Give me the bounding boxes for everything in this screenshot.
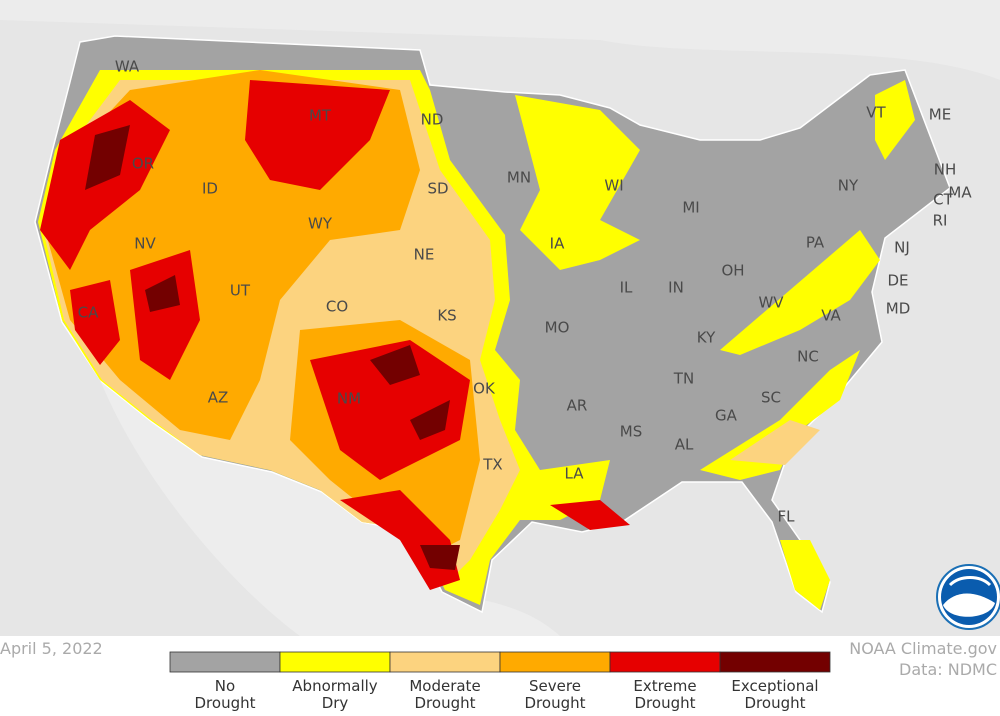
state-label: TN: [673, 370, 694, 388]
state-label: MN: [507, 169, 531, 187]
exceptional-or: [85, 125, 130, 190]
moderate-drought-southeast: [730, 420, 820, 465]
state-label: VA: [821, 307, 841, 325]
state-label: WA: [115, 58, 140, 76]
state-label: KS: [437, 307, 456, 325]
state-label: TX: [482, 456, 502, 474]
extreme-or-ca: [40, 100, 170, 270]
state-label: ND: [421, 111, 444, 129]
abnormally-dry-ne: [875, 80, 915, 160]
legend-swatch: [389, 651, 501, 673]
legend-label: Drought: [745, 694, 806, 712]
state-label: AL: [675, 436, 694, 454]
state-label: MI: [682, 199, 699, 217]
state-label: NV: [134, 235, 156, 253]
state-label: RI: [933, 212, 948, 230]
legend-label: Moderate: [409, 677, 480, 695]
state-label: MA: [948, 184, 972, 202]
state-label: WV: [758, 294, 784, 312]
state-label: FL: [778, 508, 796, 526]
state-label: SD: [427, 180, 448, 198]
state-label: DE: [887, 272, 908, 290]
state-label: WI: [604, 177, 623, 195]
state-label: CA: [78, 304, 99, 322]
legend-label: Drought: [635, 694, 696, 712]
credit-source: NOAA Climate.gov: [849, 639, 997, 658]
abnormally-dry-southeast: [700, 350, 860, 480]
canada: [0, 0, 1000, 80]
state-label: IA: [550, 235, 565, 253]
state-label: MO: [545, 319, 570, 337]
extreme-ca: [70, 280, 120, 365]
noaa-logo: [936, 564, 1000, 630]
date: April 5, 2022: [0, 639, 103, 658]
state-label: SC: [761, 389, 781, 407]
us-map: [34, 35, 951, 614]
state-label: ME: [929, 106, 951, 124]
exceptional-tx-south: [420, 545, 460, 570]
state-label: MT: [309, 107, 332, 125]
state-label: NC: [797, 348, 819, 366]
state-label: IN: [668, 279, 684, 297]
state-label: ID: [202, 180, 218, 198]
legend-label: Severe: [529, 677, 581, 695]
state-label: MS: [620, 423, 642, 441]
state-label: NE: [414, 246, 435, 264]
state-label: IL: [620, 279, 633, 297]
legend-swatch: [719, 651, 831, 673]
state-label: VT: [866, 104, 886, 122]
legend-label: Dry: [322, 694, 349, 712]
legend-label: Drought: [525, 694, 586, 712]
state-label: NH: [934, 161, 957, 179]
state-label: OH: [721, 262, 744, 280]
state-label: CO: [326, 298, 348, 316]
legend-swatch: [609, 651, 721, 673]
state-label: PA: [806, 234, 825, 252]
state-label: OR: [132, 155, 154, 173]
extreme-nv: [130, 250, 200, 380]
abnormally-dry-midwest: [515, 95, 640, 270]
legend-label: Extreme: [633, 677, 696, 695]
state-labels: WA OR CA NV ID MT WY UT AZ CO NM ND SD NE KS OK TX MN IA MO…: [78, 58, 973, 526]
state-label: LA: [565, 465, 585, 483]
state-label: CT: [933, 191, 953, 209]
state-label: KY: [697, 329, 716, 347]
legend-label: No: [215, 677, 235, 695]
extreme-mt: [245, 80, 390, 190]
legend-swatch: [499, 651, 611, 673]
exceptional-tx: [410, 400, 450, 440]
legend-label: Drought: [415, 694, 476, 712]
state-label: GA: [715, 407, 738, 425]
state-label: AR: [567, 397, 588, 415]
legend-swatch: [169, 651, 281, 673]
abnormally-dry-fl: [780, 540, 830, 610]
state-label: NM: [337, 390, 361, 408]
state-label: OK: [473, 380, 496, 398]
extreme-la: [550, 500, 630, 530]
exceptional-nm: [370, 345, 420, 385]
legend-label: Abnormally: [292, 677, 378, 695]
exceptional-nv: [145, 275, 180, 312]
credit-data: Data: NDMC: [899, 660, 997, 679]
legend-label: Drought: [195, 694, 256, 712]
state-label: NY: [838, 177, 859, 195]
legend-swatch: [279, 651, 391, 673]
extreme-nm-tx: [310, 340, 470, 480]
state-label: AZ: [208, 389, 229, 407]
legend-label: Exceptional: [731, 677, 818, 695]
state-label: NJ: [894, 239, 910, 257]
legend: NoDroughtAbnormallyDryModerateDroughtSev…: [169, 651, 831, 712]
state-label: WY: [308, 215, 333, 233]
state-label: UT: [230, 282, 251, 300]
state-label: MD: [886, 300, 911, 318]
abnormally-dry-east: [720, 230, 880, 355]
